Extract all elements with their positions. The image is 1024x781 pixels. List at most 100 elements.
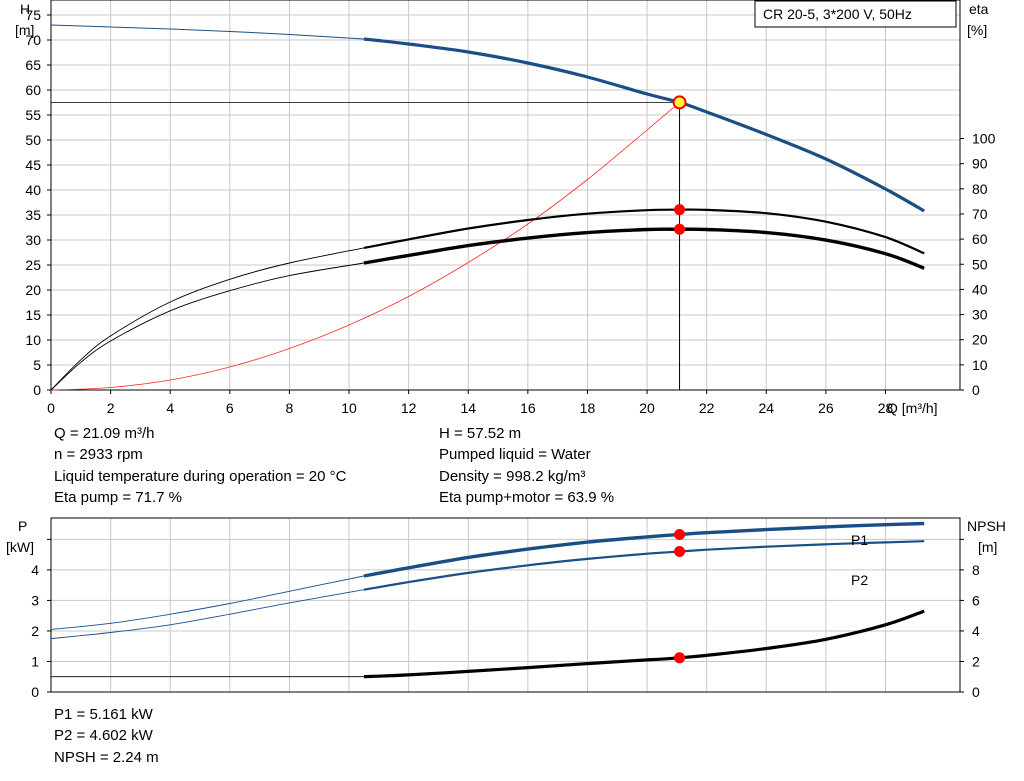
p1-duty-marker	[674, 528, 686, 540]
y2-tick-label: 0	[972, 382, 980, 398]
p-tick-label: 3	[31, 592, 39, 608]
y-tick-label: 10	[25, 332, 41, 348]
x-tick-label: 20	[639, 400, 655, 416]
bottom-y-label-p: P	[18, 518, 27, 534]
y-tick-label: 35	[25, 207, 41, 223]
info-npsh: NPSH = 2.24 m	[54, 748, 159, 766]
bottom-y-label-unit: [kW]	[6, 539, 34, 555]
y-tick-label: 0	[33, 382, 41, 398]
duty-point-marker	[672, 95, 687, 110]
x-tick-label: 22	[699, 400, 715, 416]
p1-curve-extended	[50, 575, 364, 630]
y-tick-label: 5	[33, 357, 41, 373]
info-eta-pump: Eta pump = 71.7 %	[54, 488, 182, 506]
head-curve-extended	[50, 24, 364, 40]
y2-tick-label: 10	[972, 357, 988, 373]
bottom-y2-label-npsh: NPSH	[967, 518, 1006, 534]
y-tick-label: 65	[25, 57, 41, 73]
npsh-tick-label: 0	[972, 684, 980, 700]
npsh-tick-label: 8	[972, 562, 980, 578]
x-tick-label: 2	[107, 400, 115, 416]
x-tick-label: 0	[47, 400, 55, 416]
info-p1: P1 = 5.161 kW	[54, 706, 153, 723]
info-power-column: P1 = 5.161 kW P2 = 4.602 kW NPSH = 2.24 …	[54, 704, 159, 768]
x-tick-label: 16	[520, 400, 536, 416]
x-tick-label: 26	[818, 400, 834, 416]
p2-curve-extended	[50, 589, 364, 640]
y-tick-label: 15	[25, 307, 41, 323]
npsh-tick-label: 4	[972, 623, 980, 639]
x-tick-label: 6	[226, 400, 234, 416]
bottom-y2-label-unit: [m]	[978, 539, 997, 555]
system-curve	[50, 102, 680, 391]
x-tick-label: 18	[580, 400, 596, 416]
x-tick-label: 10	[341, 400, 357, 416]
y2-tick-label: 40	[972, 281, 988, 297]
p-tick-label: 2	[31, 623, 39, 639]
y2-tick-label: 80	[972, 181, 988, 197]
y-tick-label: 25	[25, 257, 41, 273]
series-p2-label: P2	[851, 572, 868, 588]
top-x-label: Q [m³/h]	[887, 400, 938, 416]
eta-pump-duty-marker	[674, 204, 686, 216]
p-tick-label: 1	[31, 653, 39, 669]
top-chart-ticks: 0 2 4 6 8 10 12 14 16 18 20 22 24 26 28051015202530354…	[25, 7, 995, 416]
eta-pump-motor-duty-marker	[674, 223, 686, 235]
eta-pump-curve-extended	[50, 247, 364, 391]
y2-tick-label: 30	[972, 307, 988, 323]
bottom-chart-ticks: 0 1 2 3 4 0 2 4 6 8	[31, 538, 980, 700]
x-tick-label: 28	[878, 400, 894, 416]
info-pumped-liquid: Pumped liquid = Water	[439, 446, 591, 464]
y-tick-label: 45	[25, 157, 41, 173]
eta-pump-curve	[363, 208, 925, 255]
p2-duty-marker	[674, 546, 686, 558]
x-tick-label: 14	[460, 400, 476, 416]
npsh-curve	[363, 609, 925, 679]
info-flow: Q = 21.09 m³/h	[54, 425, 155, 442]
y-tick-label: 60	[25, 82, 41, 98]
series-p1-label: P1	[851, 532, 868, 548]
info-density: Density = 998.2 kg/m³	[439, 467, 586, 485]
top-chart-frame	[50, 0, 961, 391]
info-p2: P2 = 4.602 kW	[54, 727, 153, 745]
bottom-chart-frame	[50, 517, 961, 693]
p-tick-label: 4	[31, 562, 39, 578]
top-y-label-unit: [m]	[15, 22, 34, 38]
x-tick-label: 12	[401, 400, 417, 416]
y-tick-label: 20	[25, 282, 41, 298]
y-tick-label: 40	[25, 182, 41, 198]
y-tick-label: 50	[25, 132, 41, 148]
y-tick-label: 30	[25, 232, 41, 248]
y2-tick-label: 100	[972, 131, 996, 147]
npsh-tick-label: 2	[972, 653, 980, 669]
head-curve	[363, 37, 926, 213]
info-head: H = 57.52 m	[439, 425, 522, 442]
info-liquid-temperature: Liquid temperature during operation = 20…	[54, 467, 347, 485]
info-right-column: H = 57.52 m Pumped liquid = Water Densit…	[439, 423, 614, 508]
top-chart-series	[50, 24, 926, 391]
y2-tick-label: 70	[972, 206, 988, 222]
y2-tick-label: 60	[972, 231, 988, 247]
top-y2-label-unit: [%]	[967, 22, 987, 38]
npsh-tick-label: 6	[972, 592, 980, 608]
x-tick-label: 8	[286, 400, 294, 416]
y-tick-label: 70	[25, 32, 41, 48]
chart-title: CR 20-5, 3*200 V, 50Hz	[763, 6, 912, 22]
npsh-duty-marker	[674, 652, 686, 664]
p-tick-label: 0	[31, 684, 39, 700]
info-left-column: Q = 21.09 m³/h n = 2933 rpm Liquid tempe…	[54, 423, 346, 508]
p1-curve	[363, 521, 925, 578]
y-tick-label: 55	[25, 107, 41, 123]
y2-tick-label: 90	[972, 156, 988, 172]
eta-pump-motor-curve-extended	[50, 262, 364, 391]
x-tick-label: 24	[758, 400, 774, 416]
eta-pump-motor-curve	[363, 227, 925, 270]
bottom-chart-series	[50, 521, 925, 679]
y2-tick-label: 50	[972, 256, 988, 272]
info-eta-pump-motor: Eta pump+motor = 63.9 %	[439, 488, 615, 506]
y2-tick-label: 20	[972, 332, 988, 348]
chart-title-box	[754, 0, 957, 28]
top-y2-label-eta: eta	[969, 1, 989, 17]
info-speed: n = 2933 rpm	[54, 446, 143, 464]
